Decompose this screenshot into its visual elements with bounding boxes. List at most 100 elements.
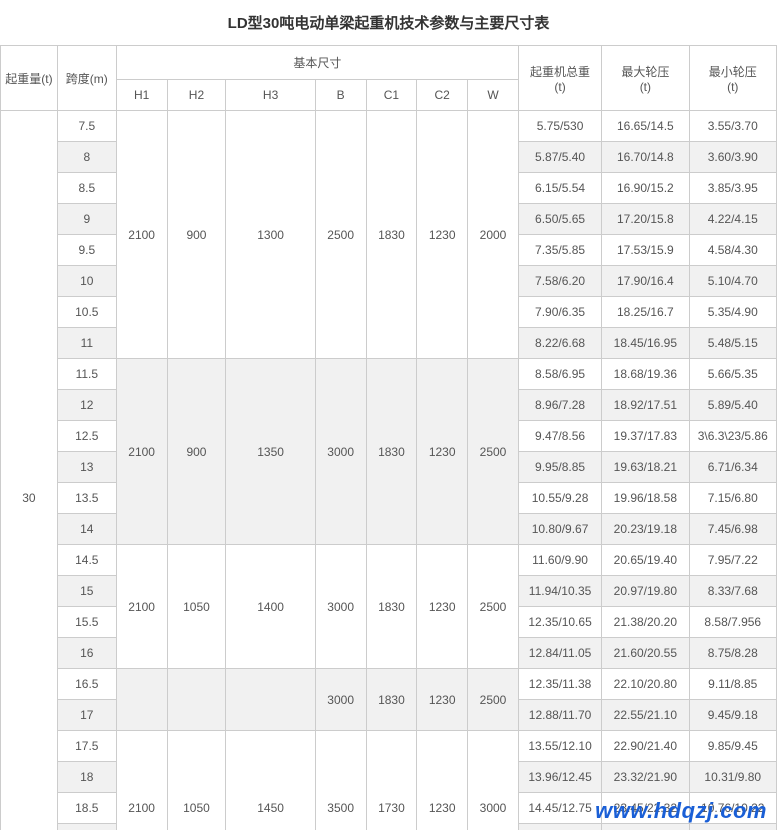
cell-max: 19.37/17.83 [602, 421, 689, 452]
cell-min: 8.75/8.28 [689, 638, 776, 669]
th-h2: H2 [167, 80, 226, 111]
cell-total: 7.35/5.85 [518, 235, 601, 266]
cell-dim-c1: 1830 [366, 545, 417, 669]
cell-span: 10.5 [57, 297, 116, 328]
cell-span: 11 [57, 328, 116, 359]
cell-min: 5.10/4.70 [689, 266, 776, 297]
cell-dim-c2: 1230 [417, 359, 468, 545]
cell-min: 9.45/9.18 [689, 700, 776, 731]
cell-max: 20.65/19.40 [602, 545, 689, 576]
cell-max: 23.45/22.32 [602, 793, 689, 824]
th-total: 起重机总重(t) [518, 46, 601, 111]
cell-dim-c1: 1830 [366, 669, 417, 731]
th-load: 起重量(t) [1, 46, 58, 111]
cell-dim-w: 3000 [468, 731, 519, 830]
cell-dim-w: 2500 [468, 359, 519, 545]
cell-dim-h1: 2100 [116, 359, 167, 545]
cell-dim-h3: 1350 [226, 359, 315, 545]
cell-dim-b: 3500 [315, 731, 366, 830]
cell-max: 19.63/18.21 [602, 452, 689, 483]
th-min: 最小轮压(t) [689, 46, 776, 111]
cell-dim-c2: 1230 [417, 545, 468, 669]
cell-dim-b: 3000 [315, 545, 366, 669]
cell-total: 12.35/10.65 [518, 607, 601, 638]
cell-max: 17.20/15.8 [602, 204, 689, 235]
cell-span: 17.5 [57, 731, 116, 762]
cell-span: 16.5 [57, 669, 116, 700]
cell-max: 16.90/15.2 [602, 173, 689, 204]
th-w: W [468, 80, 519, 111]
cell-max: 18.68/19.36 [602, 359, 689, 390]
cell-min: 4.22/4.15 [689, 204, 776, 235]
cell-total: 8.96/7.28 [518, 390, 601, 421]
cell-total: 9.47/8.56 [518, 421, 601, 452]
cell-total: 12.84/11.05 [518, 638, 601, 669]
cell-max: 23.86/22.75 [602, 824, 689, 830]
cell-span: 8.5 [57, 173, 116, 204]
cell-total: 5.75/530 [518, 111, 601, 142]
cell-total: 5.87/5.40 [518, 142, 601, 173]
cell-min: 9.85/9.45 [689, 731, 776, 762]
cell-max: 17.90/16.4 [602, 266, 689, 297]
cell-span: 8 [57, 142, 116, 173]
cell-dim-h1: 2100 [116, 545, 167, 669]
cell-dim-c2: 1230 [417, 111, 468, 359]
cell-max: 20.97/19.80 [602, 576, 689, 607]
cell-span: 14.5 [57, 545, 116, 576]
cell-dim-h3 [226, 669, 315, 731]
cell-total: 11.60/9.90 [518, 545, 601, 576]
cell-span: 17 [57, 700, 116, 731]
cell-dim-h3: 1450 [226, 731, 315, 830]
cell-span: 18 [57, 762, 116, 793]
cell-dim-h2: 900 [167, 359, 226, 545]
cell-min: 5.35/4.90 [689, 297, 776, 328]
cell-dim-h2: 1050 [167, 545, 226, 669]
cell-max: 20.23/19.18 [602, 514, 689, 545]
cell-min: 7.45/6.98 [689, 514, 776, 545]
cell-span: 9 [57, 204, 116, 235]
cell-dim-h2: 900 [167, 111, 226, 359]
cell-min: 3.60/3.90 [689, 142, 776, 173]
cell-dim-h1: 2100 [116, 731, 167, 830]
cell-min: 3\6.3\23/5.86 [689, 421, 776, 452]
cell-total: 14.83/13.12 [518, 824, 601, 830]
cell-dim-c1: 1830 [366, 111, 417, 359]
cell-span: 13.5 [57, 483, 116, 514]
cell-total: 10.55/9.28 [518, 483, 601, 514]
cell-span: 15 [57, 576, 116, 607]
cell-min: 3.55/3.70 [689, 111, 776, 142]
cell-span: 12.5 [57, 421, 116, 452]
th-max: 最大轮压(t) [602, 46, 689, 111]
cell-min: 4.58/4.30 [689, 235, 776, 266]
cell-total: 8.58/6.95 [518, 359, 601, 390]
cell-dim-c2: 1230 [417, 731, 468, 830]
cell-span: 10 [57, 266, 116, 297]
cell-dim-w: 2500 [468, 669, 519, 731]
cell-dim-w: 2000 [468, 111, 519, 359]
cell-max: 21.38/20.20 [602, 607, 689, 638]
cell-total: 6.15/5.54 [518, 173, 601, 204]
page-title: LD型30吨电动单梁起重机技术参数与主要尺寸表 [0, 0, 777, 45]
cell-total: 7.58/6.20 [518, 266, 601, 297]
cell-span: 19 [57, 824, 116, 830]
cell-total: 8.22/6.68 [518, 328, 601, 359]
th-h3: H3 [226, 80, 315, 111]
cell-min: 10.31/9.80 [689, 762, 776, 793]
cell-dim-h1 [116, 669, 167, 731]
cell-min: 7.15/6.80 [689, 483, 776, 514]
cell-max: 21.60/20.55 [602, 638, 689, 669]
cell-dim-c1: 1830 [366, 359, 417, 545]
cell-total: 10.80/9.67 [518, 514, 601, 545]
cell-max: 23.32/21.90 [602, 762, 689, 793]
cell-max: 22.90/21.40 [602, 731, 689, 762]
th-span: 跨度(m) [57, 46, 116, 111]
cell-dim-b: 3000 [315, 669, 366, 731]
cell-span: 14 [57, 514, 116, 545]
cell-dim-h3: 1400 [226, 545, 315, 669]
th-basic: 基本尺寸 [116, 46, 518, 80]
cell-span: 13 [57, 452, 116, 483]
cell-span: 11.5 [57, 359, 116, 390]
th-h1: H1 [116, 80, 167, 111]
cell-dim-c2: 1230 [417, 669, 468, 731]
th-c1: C1 [366, 80, 417, 111]
